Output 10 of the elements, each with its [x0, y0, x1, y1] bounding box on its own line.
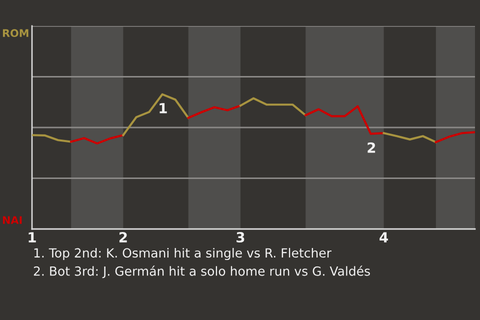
annotation: 2	[368, 142, 376, 153]
x-tick-label: 1	[28, 232, 36, 242]
text: NAI	[2, 216, 22, 224]
annotation: 1	[160, 103, 167, 114]
x-tick-label: 4	[380, 232, 388, 242]
text: ROM	[2, 29, 28, 38]
text: 2. Bot 3rd: J. Germán hit a solo home run vs G. Valdés	[34, 266, 370, 278]
x-tick-label: 2	[119, 232, 127, 242]
x-tick-label: 3	[236, 232, 244, 243]
text: 1. Top 2nd: K. Osmani hit a single vs R. Fletcher	[34, 248, 332, 260]
